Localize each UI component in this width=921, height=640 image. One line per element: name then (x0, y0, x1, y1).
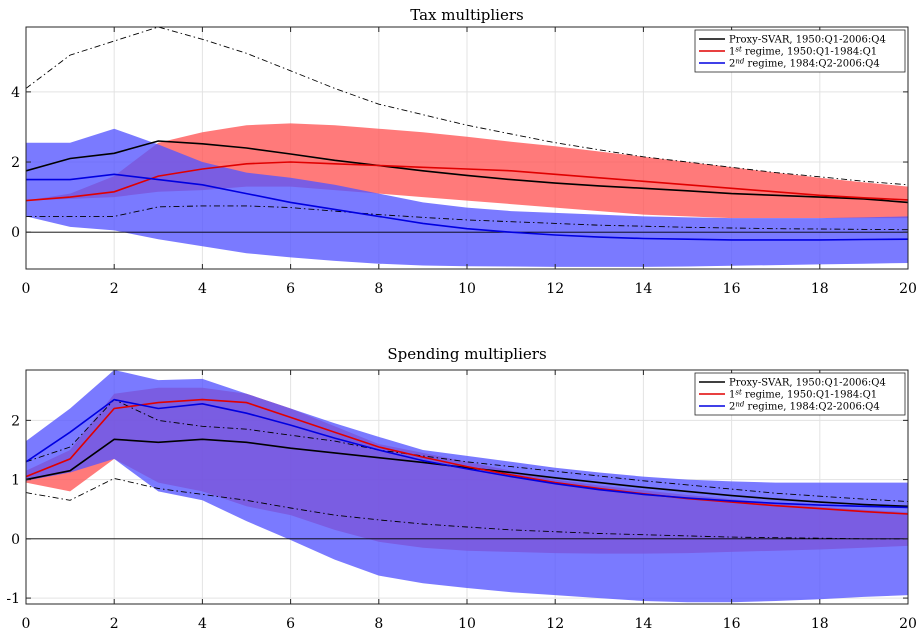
confidence-band-regime1 (26, 123, 908, 219)
y-tick-label: -1 (6, 591, 20, 607)
plot-area (26, 27, 908, 267)
confidence-band-regime2 (26, 370, 908, 603)
proxy-svar-upper-bound (26, 27, 908, 186)
x-tick-label: 10 (458, 281, 476, 297)
x-tick-label: 12 (546, 616, 564, 632)
legend-entry: 2nd regime, 1984:Q2-2006:Q4 (729, 401, 880, 413)
y-tick-label: 0 (11, 532, 20, 548)
x-tick-label: 20 (899, 281, 917, 297)
x-tick-label: 4 (198, 281, 207, 297)
legend-entry: 1st regime, 1950:Q1-1984:Q1 (729, 46, 877, 58)
proxy-svar-line (26, 140, 908, 204)
legend-entry: Proxy-SVAR, 1950:Q1-2006:Q4 (729, 378, 886, 389)
legend-entry: 1st regime, 1950:Q1-1984:Q1 (729, 389, 877, 401)
proxy-svar-lower-bound (26, 205, 908, 231)
x-tick-label: 0 (22, 281, 31, 297)
x-tick-label: 20 (899, 616, 917, 632)
regime2-line (26, 173, 908, 241)
panel-title: Spending multipliers (387, 345, 546, 363)
y-tick-label: 0 (11, 225, 20, 241)
legend-entry: Proxy-SVAR, 1950:Q1-2006:Q4 (729, 35, 886, 46)
y-tick-label: 2 (11, 155, 20, 171)
x-tick-label: 6 (286, 616, 295, 632)
x-tick-label: 2 (110, 616, 119, 632)
x-tick-label: 4 (198, 616, 207, 632)
x-tick-label: 16 (723, 616, 741, 632)
panel-title: Tax multipliers (410, 6, 523, 24)
legend-box (694, 372, 906, 416)
x-tick-label: 2 (110, 281, 119, 297)
x-tick-label: 14 (634, 281, 652, 297)
legend-entry: 2nd regime, 1984:Q2-2006:Q4 (729, 58, 880, 70)
x-tick-label: 16 (723, 281, 741, 297)
regime2-line (26, 398, 908, 509)
x-tick-label: 6 (286, 281, 295, 297)
x-tick-label: 0 (22, 616, 31, 632)
x-tick-label: 10 (458, 616, 476, 632)
x-tick-label: 12 (546, 281, 564, 297)
y-tick-label: 2 (11, 413, 20, 429)
y-tick-label: 4 (11, 85, 20, 101)
x-tick-label: 18 (811, 616, 829, 632)
proxy-svar-line (26, 438, 908, 508)
plot-area (26, 370, 908, 603)
x-tick-label: 14 (634, 616, 652, 632)
x-tick-label: 8 (374, 281, 383, 297)
regime1-line (26, 161, 908, 202)
y-tick-label: 1 (11, 473, 20, 489)
x-tick-label: 18 (811, 281, 829, 297)
panel-1: Tax multipliers 0 2 4 6 8 10 12 14 16 18 20 0 2 4 Proxy… (11, 6, 917, 297)
x-tick-label: 8 (374, 616, 383, 632)
proxy-svar-lower-bound (26, 477, 908, 540)
legend-box (694, 29, 906, 73)
regime1-line (26, 398, 908, 515)
